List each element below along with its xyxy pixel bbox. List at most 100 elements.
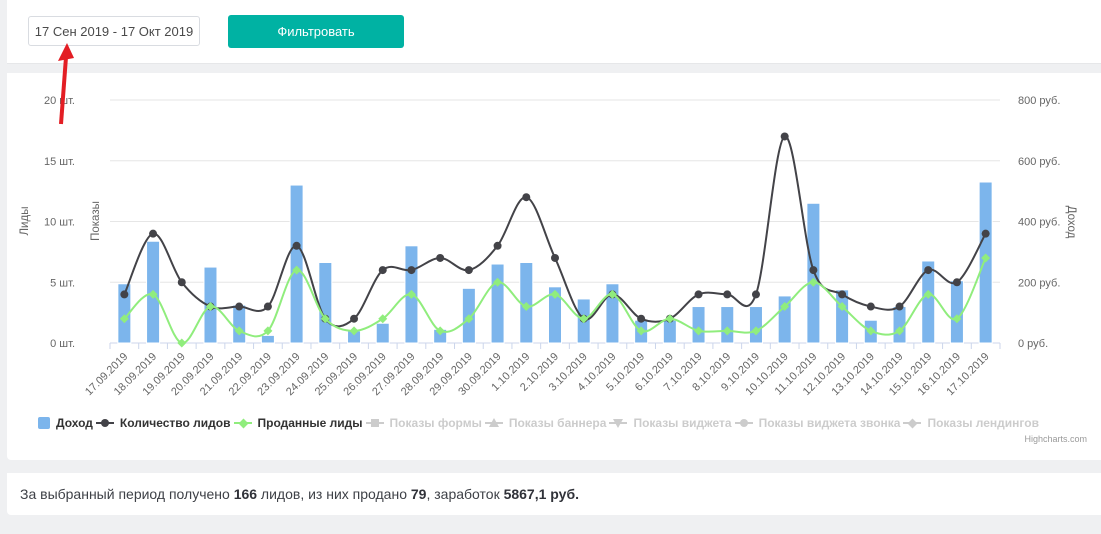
sold-leads-point[interactable] bbox=[607, 289, 617, 299]
legend-item-4[interactable]: Показы баннера bbox=[484, 416, 606, 430]
sold-leads-point[interactable] bbox=[292, 265, 302, 275]
leads-point[interactable] bbox=[838, 290, 847, 299]
legend-item-1[interactable]: Количество лидов bbox=[95, 416, 231, 430]
date-range-input[interactable]: 17 Сен 2019 - 17 Окт 2019 bbox=[28, 16, 200, 46]
revenue-bar[interactable] bbox=[662, 319, 677, 344]
chart-panel: 0 шт. 5 шт. 10 шт. 15 шт. 20 шт. 0 руб. 200 ру… bbox=[7, 73, 1101, 460]
legend-item-2[interactable]: Проданные лиды bbox=[233, 416, 363, 430]
revenue-bar[interactable] bbox=[232, 304, 247, 344]
leads-point[interactable] bbox=[952, 278, 961, 287]
leads-point[interactable] bbox=[235, 302, 244, 311]
legend-diamond-icon bbox=[233, 417, 252, 429]
leads-point[interactable] bbox=[866, 302, 875, 311]
revenue-bar[interactable] bbox=[490, 263, 505, 344]
sold-leads-point[interactable] bbox=[320, 314, 330, 324]
legend-tridown-icon bbox=[609, 417, 628, 429]
sold-leads-point[interactable] bbox=[923, 289, 933, 299]
legend-diamond-icon bbox=[903, 417, 922, 429]
revenue-bar[interactable] bbox=[260, 334, 275, 344]
y-axis-label-left: 5 шт. bbox=[50, 277, 75, 289]
leads-point[interactable] bbox=[378, 266, 387, 275]
revenue-bar[interactable] bbox=[691, 306, 706, 344]
leads-point[interactable] bbox=[350, 314, 359, 323]
leads-point[interactable] bbox=[723, 290, 732, 299]
left-axis-title-leads: Лиды bbox=[19, 207, 31, 236]
legend-item-3[interactable]: Показы формы bbox=[365, 416, 482, 430]
sold-leads-point[interactable] bbox=[263, 326, 273, 336]
revenue-bar[interactable] bbox=[548, 286, 562, 344]
leads-point[interactable] bbox=[464, 266, 473, 275]
filter-button[interactable]: Фильтровать bbox=[228, 15, 404, 48]
leads-point[interactable] bbox=[263, 302, 272, 311]
leads-point[interactable] bbox=[436, 253, 445, 262]
leads-point[interactable] bbox=[694, 290, 703, 299]
sold-leads-point[interactable] bbox=[550, 289, 560, 299]
sold-leads-point[interactable] bbox=[866, 326, 876, 336]
sold-leads-point[interactable] bbox=[780, 302, 790, 312]
sold-leads-point[interactable] bbox=[435, 326, 445, 336]
legend-item-5[interactable]: Показы виджета bbox=[609, 416, 732, 430]
sold-leads-point[interactable] bbox=[808, 277, 818, 287]
legend-triup-icon bbox=[484, 417, 503, 429]
legend-label: Показы лендингов bbox=[927, 416, 1039, 430]
sold-leads-point[interactable] bbox=[579, 314, 589, 324]
revenue-bar[interactable] bbox=[117, 283, 132, 344]
leads-point[interactable] bbox=[292, 241, 301, 250]
leads-point[interactable] bbox=[522, 193, 531, 202]
sold-leads-point[interactable] bbox=[349, 326, 359, 336]
leads-point[interactable] bbox=[637, 314, 646, 323]
leads-point[interactable] bbox=[924, 266, 933, 275]
sold-leads-point[interactable] bbox=[837, 302, 847, 312]
sold-leads-point[interactable] bbox=[464, 314, 474, 324]
legend-item-7[interactable]: Показы лендингов bbox=[903, 416, 1039, 430]
revenue-bar[interactable] bbox=[748, 306, 763, 344]
sold-leads-point[interactable] bbox=[636, 326, 646, 336]
leads-point[interactable] bbox=[149, 229, 158, 238]
sold-leads-point[interactable] bbox=[148, 289, 158, 299]
sold-leads-point[interactable] bbox=[521, 302, 531, 312]
sold-leads-point[interactable] bbox=[205, 302, 215, 312]
y-axis-label-right: 200 руб. bbox=[1018, 277, 1060, 289]
y-axis-label-left: 10 шт. bbox=[44, 217, 75, 229]
sold-leads-point[interactable] bbox=[234, 326, 244, 336]
sold-leads-point[interactable] bbox=[177, 338, 187, 348]
y-axis-label-right: 400 руб. bbox=[1018, 217, 1060, 229]
sold-leads-point[interactable] bbox=[694, 326, 704, 336]
leads-point[interactable] bbox=[120, 290, 129, 299]
leads-point[interactable] bbox=[551, 253, 559, 262]
highcharts-credits[interactable]: Highcharts.com bbox=[1024, 434, 1087, 444]
sold-leads-point[interactable] bbox=[119, 314, 129, 324]
sold-leads-point[interactable] bbox=[722, 326, 732, 336]
revenue-bar[interactable] bbox=[289, 184, 304, 344]
right-axis-title-income: Доход bbox=[1065, 206, 1077, 239]
revenue-bar[interactable] bbox=[921, 260, 936, 344]
y-axis-label-right: 800 руб. bbox=[1018, 95, 1060, 107]
legend-label: Показы виджета bbox=[633, 416, 732, 430]
leads-point[interactable] bbox=[407, 266, 416, 275]
revenue-bar[interactable] bbox=[605, 283, 620, 344]
sold-leads-point[interactable] bbox=[952, 314, 962, 324]
legend-square-icon bbox=[38, 417, 50, 429]
sold-leads-point[interactable] bbox=[665, 314, 675, 324]
leads-point[interactable] bbox=[981, 229, 990, 238]
summary-bar: За выбранный период получено 166 лидов, … bbox=[7, 473, 1101, 515]
revenue-bar[interactable] bbox=[720, 306, 735, 344]
sold-leads-point[interactable] bbox=[406, 289, 416, 299]
legend-item-0[interactable]: Доход bbox=[38, 416, 93, 430]
legend-item-6[interactable]: Показы виджета звонка bbox=[734, 416, 900, 430]
sold-leads-point[interactable] bbox=[751, 326, 761, 336]
leads-point[interactable] bbox=[751, 290, 760, 299]
revenue-bar[interactable] bbox=[318, 262, 333, 344]
leads-point[interactable] bbox=[895, 302, 904, 311]
legend-label: Доход bbox=[56, 416, 93, 430]
leads-point[interactable] bbox=[809, 266, 818, 275]
leads-point[interactable] bbox=[780, 132, 789, 141]
sold-leads-point[interactable] bbox=[981, 253, 991, 263]
leads-point[interactable] bbox=[493, 241, 502, 250]
leads-point[interactable] bbox=[177, 278, 186, 287]
revenue-bar[interactable] bbox=[375, 322, 390, 344]
sold-leads-point[interactable] bbox=[378, 314, 388, 324]
revenue-bar[interactable] bbox=[978, 181, 993, 344]
sold-leads-point[interactable] bbox=[493, 277, 503, 287]
sold-leads-point[interactable] bbox=[895, 326, 905, 336]
